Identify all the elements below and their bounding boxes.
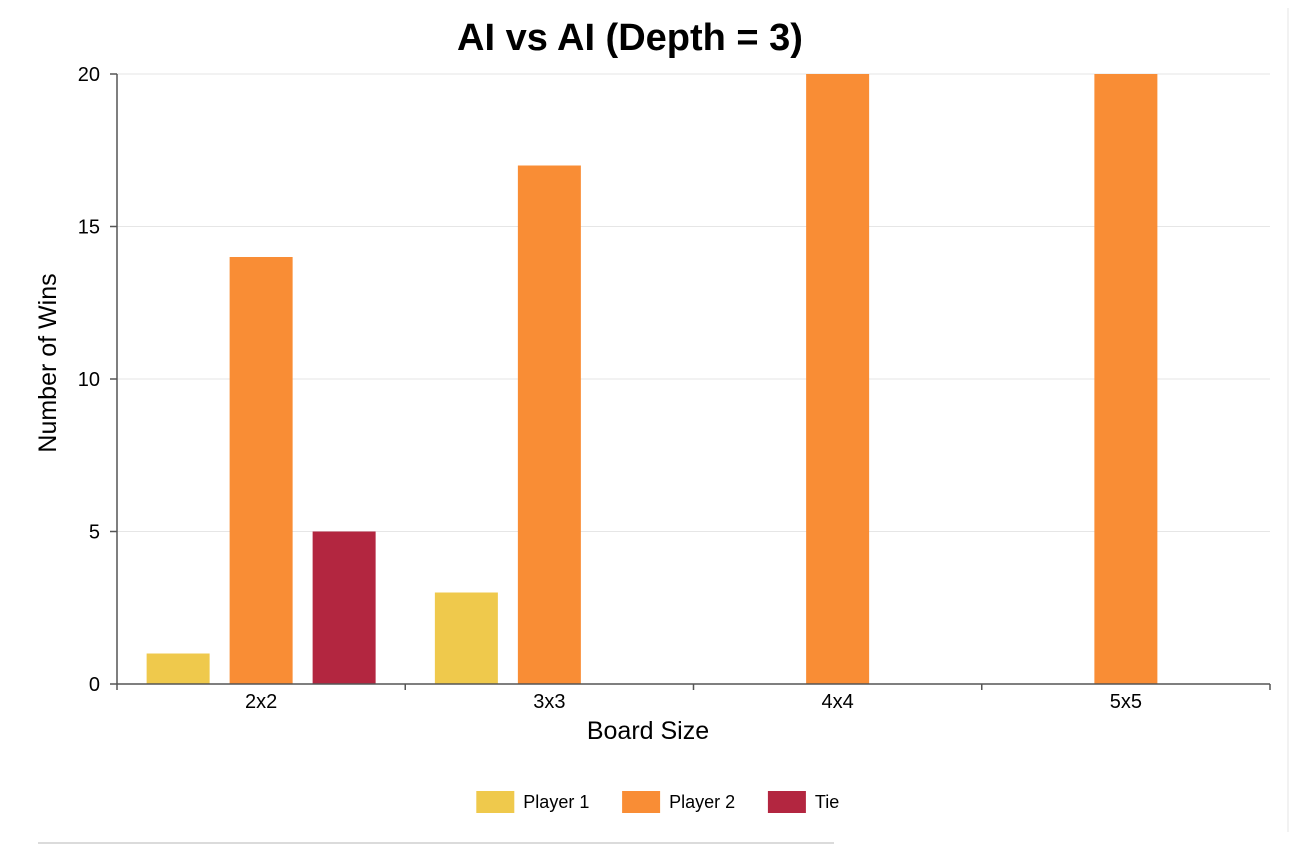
legend-swatch-player-2: [622, 791, 661, 813]
y-tick-label: 20: [78, 64, 100, 86]
gridlines: [117, 73, 1270, 532]
legend-label: Player 2: [669, 792, 735, 812]
y-tick-label: 0: [89, 674, 100, 696]
legend-label: Player 1: [523, 792, 589, 812]
bar-player-2-2x2: [229, 257, 293, 684]
legend: Player 1 Player 2 Tie: [476, 791, 839, 813]
legend-swatch-tie: [767, 791, 806, 813]
y-tick-label: 15: [78, 217, 100, 239]
bar-player-2-4x4: [806, 74, 870, 684]
x-ticks: 2x2 3x3 4x4 5x5: [116, 684, 1271, 713]
bar-player-2-5x5: [1094, 74, 1158, 684]
x-tick-label: 4x4: [822, 691, 854, 713]
y-ticks: 0 5 10 15 20: [78, 64, 117, 696]
legend-swatch-player-1: [476, 791, 515, 813]
bar-tie-2x2: [312, 531, 376, 684]
x-tick-label: 3x3: [533, 691, 565, 713]
bars: [146, 74, 1158, 684]
bar-player-2-3x3: [517, 165, 581, 684]
bar-player-1-3x3: [434, 592, 498, 684]
x-tick-label: 2x2: [245, 691, 277, 713]
legend-label: Tie: [815, 792, 839, 812]
x-tick-label: 5x5: [1110, 691, 1142, 713]
y-tick-label: 10: [78, 369, 100, 391]
y-axis-label: Number of Wins: [34, 273, 62, 452]
bar-player-1-2x2: [146, 653, 210, 684]
y-tick-label: 5: [89, 522, 100, 544]
x-axis-label: Board Size: [587, 717, 709, 745]
chart-title: AI vs AI (Depth = 3): [457, 17, 803, 59]
